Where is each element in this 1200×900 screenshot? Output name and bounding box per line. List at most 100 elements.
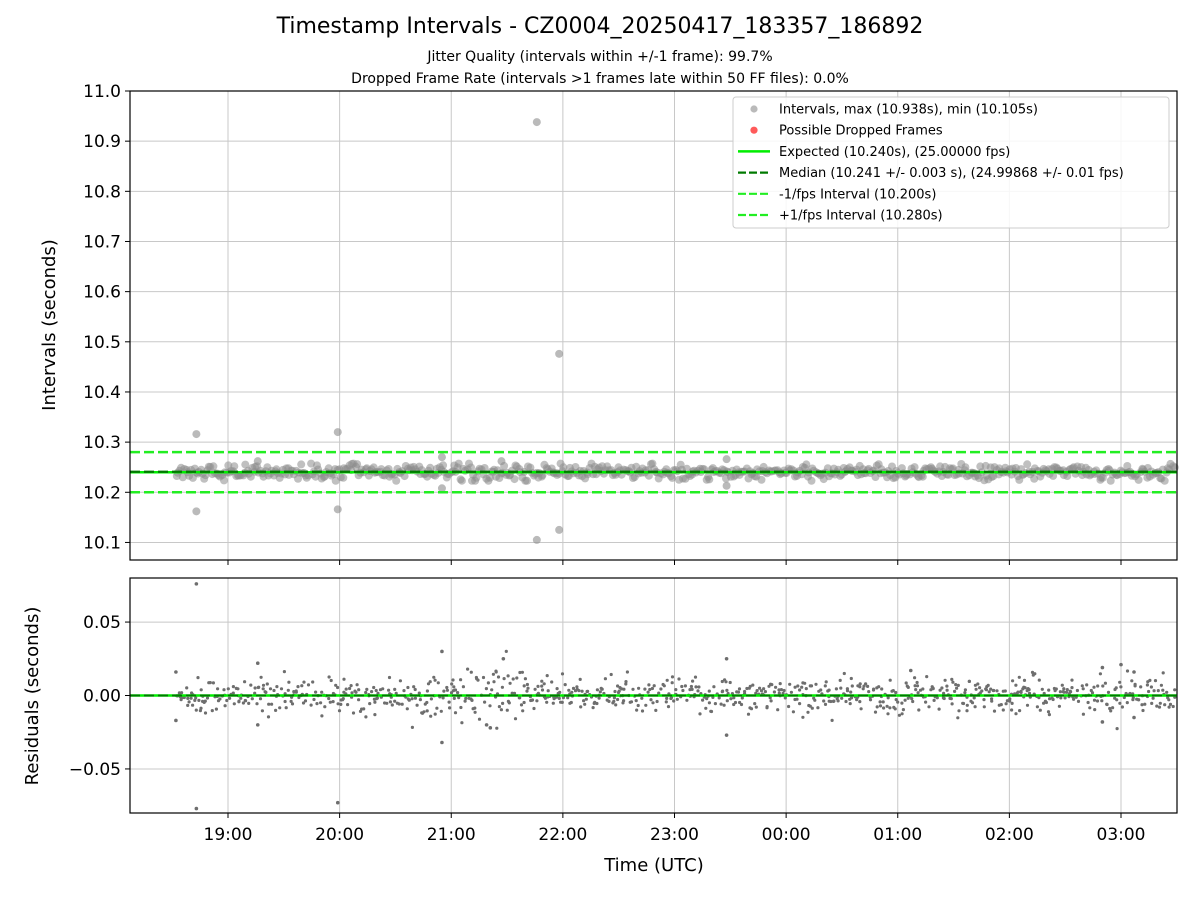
residual-point [1003,689,1007,693]
residual-point [950,677,954,682]
residual-point [1065,688,1069,692]
residual-point [1130,679,1134,683]
residual-point [208,681,212,685]
residual-point [888,678,892,682]
residual-point [510,691,514,695]
residual-point [405,707,409,711]
x-tick-label: 03:00 [1097,825,1146,845]
interval-point [457,476,466,485]
x-tick-label: 02:00 [985,825,1034,845]
residual-point [913,676,917,680]
x-tick-label: 19:00 [204,825,253,845]
residual-point [982,705,986,709]
residual-point [848,702,852,706]
bottom-y-tick-label: 0.00 [83,687,121,707]
residual-point [429,714,433,718]
residual-point [738,700,742,705]
residual-point [194,696,198,700]
residual-point [674,688,678,692]
residual-point [1046,710,1051,714]
residual-point [1092,698,1097,702]
residual-point [712,685,716,689]
residual-point [346,703,350,707]
interval-point [178,473,187,482]
residual-point [261,683,266,687]
residual-point [312,697,316,702]
residual-point [812,696,816,700]
residual-point [649,698,653,702]
residual-point [579,705,583,709]
x-axis-ticks: 19:00 20:00 21:00 22:00 23:00 00:00 01:00 02:00… [204,560,1146,845]
residual-point [1044,700,1048,705]
residual-outlier-point [1132,715,1136,720]
residual-point [519,703,524,707]
residual-point [445,688,449,692]
residual-point [836,699,840,703]
residual-point [733,700,738,705]
residual-point [839,686,843,690]
residual-point [900,701,904,705]
interval-outlier-point [437,453,446,462]
residual-point [331,700,335,704]
residual-point [237,699,241,703]
residual-point [214,707,218,711]
residual-point [927,705,931,709]
interval-point [918,472,927,481]
interval-point [426,463,435,472]
residual-point [320,690,324,694]
residual-point [365,687,369,692]
residual-point [255,702,259,706]
interval-point [220,476,228,485]
residual-point [814,682,818,686]
residual-point [228,696,232,700]
residual-point [990,697,994,701]
interval-outlier-point [555,525,564,534]
residual-point [803,681,807,685]
residual-point [842,671,846,676]
residual-point [725,699,729,703]
residual-point [521,709,525,713]
residual-point [681,688,685,693]
residual-point [976,682,980,686]
residual-point [341,697,345,701]
residual-point [891,689,895,693]
bottom-y-tick-label: 0.05 [83,613,121,633]
residual-point [655,699,659,704]
residual-point [306,683,311,687]
residual-point [205,696,210,700]
residual-point [704,706,708,710]
residual-outlier-point [255,661,260,665]
residual-outlier-point [174,718,178,723]
interval-outlier-point [253,457,262,466]
residual-point [748,684,752,688]
legend-entry-label: Intervals, max (10.938s), min (10.105s) [779,103,1038,118]
residual-point [614,703,618,707]
residual-point [995,689,999,693]
residual-point [986,683,990,688]
residual-point [707,689,711,693]
residual-point [1062,687,1066,691]
residual-point [754,691,758,695]
residual-point [393,687,397,692]
residual-point [278,706,282,710]
residual-point [464,696,468,701]
interval-point [910,463,919,472]
residual-point [410,725,414,730]
residual-point [654,708,658,713]
residual-point [575,685,579,689]
residual-point [370,690,374,694]
top-panel-y-ticks: 10.1 10.2 10.3 10.4 10.5 10.6 10.7 10.8 10.9 11.0 [83,82,130,553]
residual-point [1143,702,1147,706]
residual-point [452,696,456,701]
residual-point [953,689,957,694]
residual-point [810,706,814,710]
residual-point [624,680,628,684]
residual-point [956,716,960,720]
interval-point [1023,460,1032,469]
residual-point [270,702,274,706]
residual-point [689,684,694,689]
top-y-tick-label: 10.6 [83,283,121,303]
residual-point [500,685,504,689]
residual-point [569,700,573,705]
interval-point [297,460,306,469]
